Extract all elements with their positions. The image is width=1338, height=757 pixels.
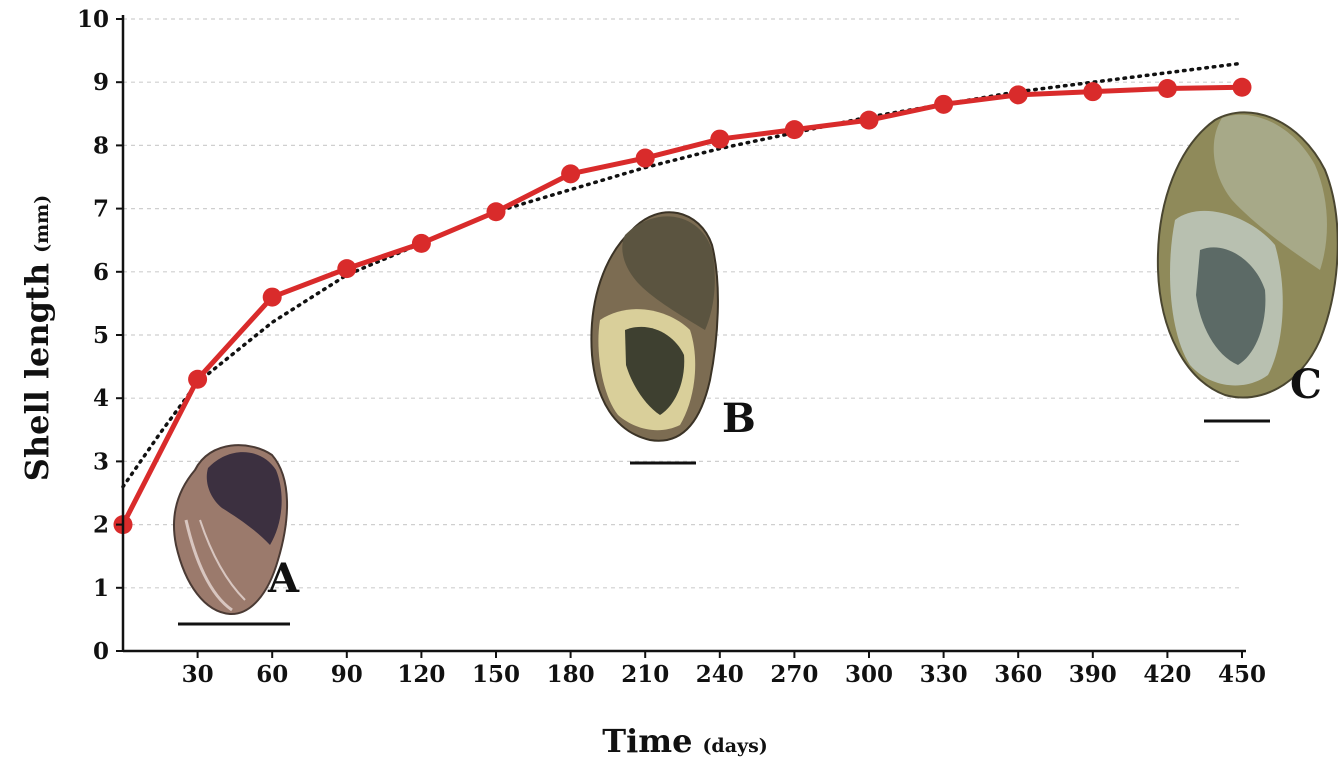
data-point [934,94,954,114]
data-point [262,287,282,307]
y-tick-label: 7 [93,196,109,223]
y-tick-label: 6 [93,259,109,286]
x-tick-label: 150 [472,661,520,688]
panel-label-a: A [267,555,300,602]
y-tick-label: 10 [77,6,109,33]
tick-labels: 0 1 2 3 4 5 6 7 8 9 10 30 60 90 120 150 180 210 240 270 300 3… [77,6,1266,688]
x-tick-label: 30 [182,661,214,688]
y-tick-label: 2 [93,512,109,539]
y-tick-label: 5 [93,322,109,349]
shell-image-c [1156,111,1338,399]
data-point [1157,79,1177,99]
x-tick-label: 210 [621,661,669,688]
series-line [120,84,1243,526]
data-point [1083,82,1103,102]
data-point [411,233,431,253]
y-tick-label: 3 [93,448,109,475]
data-point [486,202,506,222]
panel-label-b: B [722,395,756,442]
axes [116,15,1246,658]
data-point [710,129,730,149]
x-axis-unit: (days) [702,735,767,757]
data-point [337,259,357,279]
series-group [113,77,1252,535]
x-tick-label: 60 [256,661,288,688]
data-point [188,369,208,389]
y-tick-label: 0 [93,638,109,665]
x-tick-label: 450 [1218,661,1266,688]
grid-lines [123,18,1242,589]
x-axis-title: Time (days) [602,722,768,757]
x-tick-label: 240 [696,661,744,688]
data-point [859,110,879,130]
y-tick-label: 1 [93,575,109,602]
y-axis-unit: (mm) [31,195,53,253]
data-point [561,164,581,184]
x-tick-label: 120 [397,661,445,688]
x-tick-label: 360 [994,661,1042,688]
y-tick-label: 4 [93,385,109,412]
data-point [784,120,804,140]
y-axis-title: Shell length (mm) [18,195,56,482]
x-tick-label: 390 [1069,661,1117,688]
x-axis-label: Time [602,722,692,757]
data-point [1008,85,1028,105]
y-axis-label: Shell length [18,263,56,481]
scale-bars [178,419,1270,626]
y-tick-label: 8 [93,132,109,159]
shell-image-a [173,444,289,616]
x-tick-label: 90 [331,661,363,688]
x-tick-label: 330 [920,661,968,688]
x-tick-label: 420 [1143,661,1191,688]
panel-labels: A B C [267,361,1322,602]
x-tick-label: 300 [845,661,893,688]
x-tick-label: 180 [547,661,595,688]
x-tick-label: 270 [770,661,818,688]
data-point [635,148,655,168]
y-tick-label: 9 [93,69,109,96]
shell-image-b [590,211,719,442]
panel-label-c: C [1290,361,1322,408]
data-point [1232,77,1252,97]
